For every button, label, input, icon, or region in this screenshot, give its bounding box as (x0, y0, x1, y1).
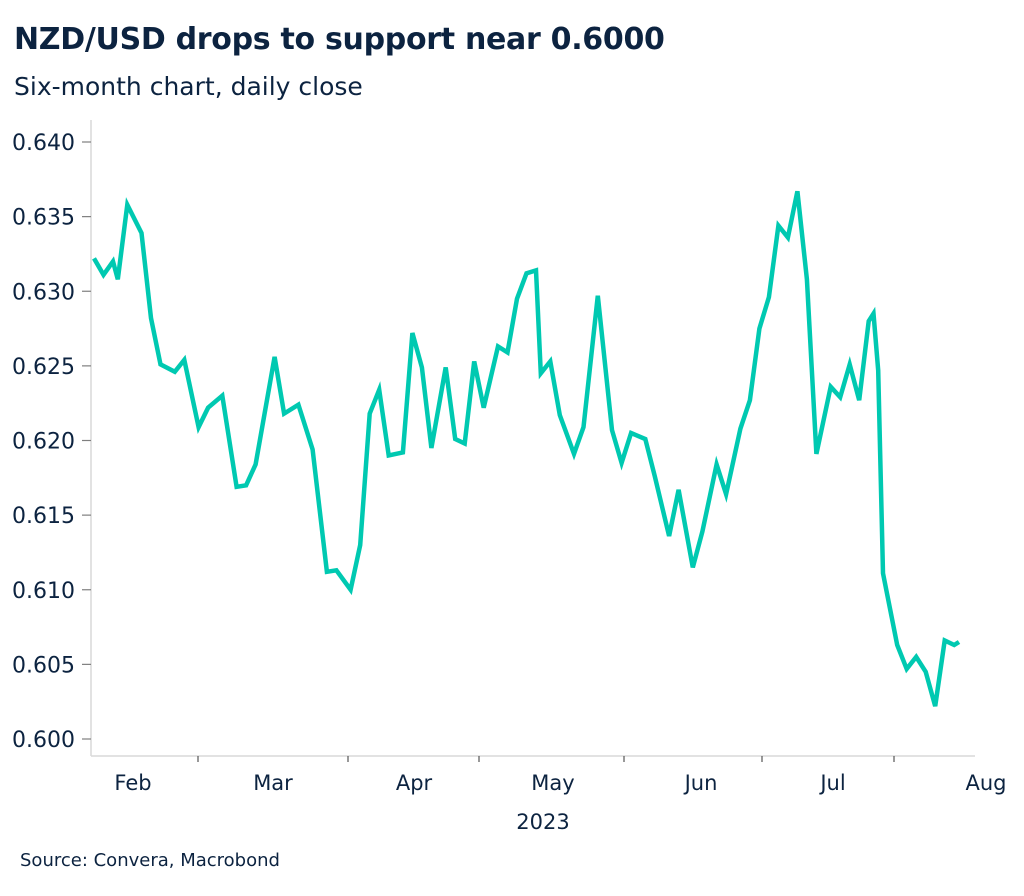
x-tick-label: Jul (818, 771, 845, 795)
x-tick-label: Apr (396, 771, 433, 795)
y-tick-label: 0.625 (12, 355, 75, 380)
series-layer (92, 190, 961, 707)
y-tick-label: 0.610 (12, 579, 75, 604)
x-axis: Feb Mar Apr May Jun Jul Aug (114, 756, 1007, 795)
series-line-nzdusd (92, 190, 961, 707)
y-tick-label: 0.640 (12, 131, 75, 156)
y-tick-label: 0.635 (12, 206, 75, 231)
x-tick-label: Mar (253, 771, 293, 795)
x-axis-year-label: 2023 (516, 810, 569, 834)
x-tick-label: Feb (114, 771, 151, 795)
y-axis: 0.640 0.635 0.630 0.625 0.620 0.615 0.610 0.605… (12, 131, 91, 753)
y-tick-label: 0.600 (12, 728, 75, 753)
y-tick-label: 0.605 (12, 653, 75, 678)
axes (90, 120, 975, 757)
x-tick-label: May (531, 771, 574, 795)
x-tick-label: Aug (965, 771, 1006, 795)
x-tick-label: Jun (683, 771, 718, 795)
source-note: Source: Convera, Macrobond (20, 850, 280, 871)
y-tick-label: 0.630 (12, 280, 75, 305)
chart-subtitle: Six-month chart, daily close (14, 72, 363, 101)
chart-title: NZD/USD drops to support near 0.6000 (14, 22, 665, 57)
y-tick-label: 0.615 (12, 504, 75, 529)
y-tick-label: 0.620 (12, 430, 75, 455)
